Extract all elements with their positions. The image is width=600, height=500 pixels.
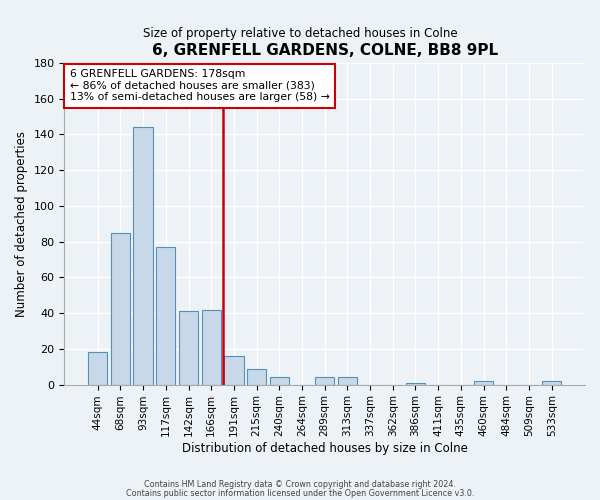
Bar [88, 352, 107, 384]
Text: Contains HM Land Registry data © Crown copyright and database right 2024.: Contains HM Land Registry data © Crown c… [144, 480, 456, 489]
Bar [202, 310, 221, 384]
Bar [474, 381, 493, 384]
Bar [315, 378, 334, 384]
Bar [406, 383, 425, 384]
Bar [269, 378, 289, 384]
Y-axis label: Number of detached properties: Number of detached properties [15, 130, 28, 316]
Text: 6 GRENFELL GARDENS: 178sqm
← 86% of detached houses are smaller (383)
13% of sem: 6 GRENFELL GARDENS: 178sqm ← 86% of deta… [70, 70, 329, 102]
Title: 6, GRENFELL GARDENS, COLNE, BB8 9PL: 6, GRENFELL GARDENS, COLNE, BB8 9PL [152, 42, 498, 58]
Bar [156, 247, 175, 384]
Bar [133, 127, 153, 384]
Text: Contains public sector information licensed under the Open Government Licence v3: Contains public sector information licen… [126, 488, 474, 498]
Bar [224, 356, 244, 384]
Text: Size of property relative to detached houses in Colne: Size of property relative to detached ho… [143, 28, 457, 40]
Bar [111, 232, 130, 384]
Bar [338, 378, 357, 384]
Bar [542, 381, 562, 384]
X-axis label: Distribution of detached houses by size in Colne: Distribution of detached houses by size … [182, 442, 467, 455]
Bar [179, 312, 198, 384]
Bar [247, 368, 266, 384]
